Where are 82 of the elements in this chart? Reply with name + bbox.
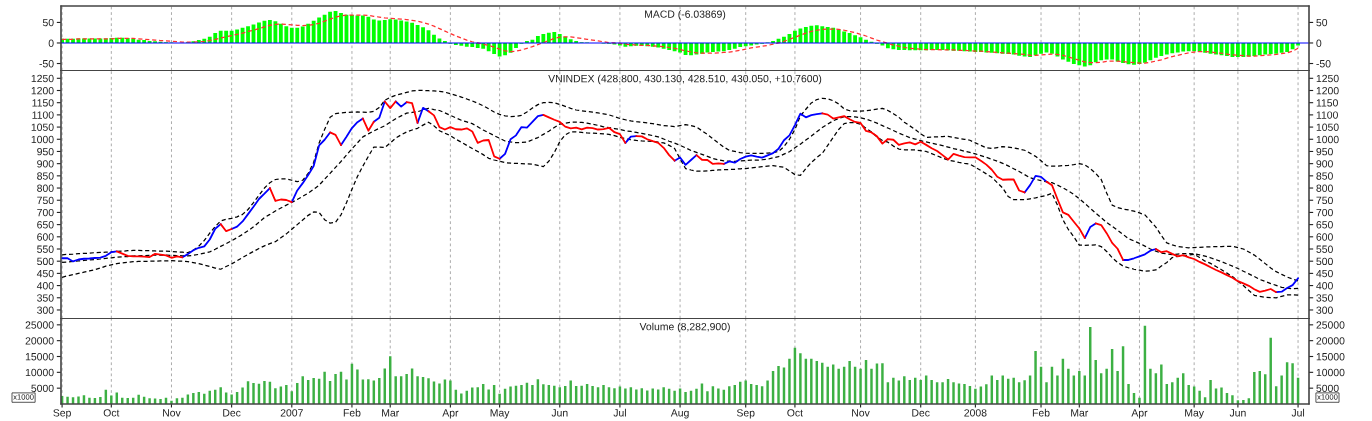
y-tick-label: 10000: [25, 368, 54, 377]
y-tick-label: 950: [37, 147, 54, 156]
y-tick-label: 25000: [25, 321, 54, 329]
y2-tick-label: 1150: [1316, 99, 1338, 107]
x-tick-label: May: [490, 409, 510, 419]
y-tick-label: 650: [37, 221, 54, 229]
y2-tick-label: 450: [1316, 269, 1333, 278]
y-tick-label: 1200: [31, 87, 54, 95]
y-tick-label: 400: [36, 282, 54, 290]
y-tick-label: 300: [37, 306, 54, 314]
x-tick-label: Sep: [53, 409, 71, 419]
y2-tick-label: 0: [1316, 39, 1322, 47]
y-tick-label: 1050: [31, 123, 54, 131]
x-tick-label: Jun: [551, 409, 568, 417]
x-tick-label: Apr: [1131, 409, 1148, 419]
x-tick-label: Aug: [670, 409, 689, 419]
x-tick-label: 2007: [280, 409, 303, 417]
y2-tick-label: 850: [1316, 172, 1333, 180]
y-tick-label: 450: [36, 269, 54, 278]
y2-tick-label: 800: [1316, 184, 1333, 192]
x-tick-label: Feb: [1032, 408, 1050, 417]
y-tick-label: 900: [37, 160, 54, 168]
y2-tick-label: 1250: [1316, 74, 1339, 83]
x-tick-label: Feb: [343, 408, 361, 417]
y2-tick-label: 20000: [1316, 337, 1345, 345]
y-tick-label: 50: [42, 18, 54, 27]
x-tick-label: Dec: [223, 409, 241, 417]
y-tick-label: 20000: [25, 337, 54, 345]
y2-tick-label: 500: [1316, 257, 1333, 266]
x-tick-label: 2008: [964, 409, 987, 417]
y-tick-label: 800: [37, 184, 54, 192]
chart-title: MACD (-6.03869): [645, 10, 726, 20]
y2-tick-label: 15000: [1316, 353, 1345, 361]
x-tick-label: Mar: [382, 409, 400, 417]
y-tick-label: 0: [48, 39, 54, 47]
y-tick-label: 1250: [31, 74, 54, 83]
y2-tick-label: 900: [1316, 160, 1333, 168]
y-tick-label: 5000: [31, 384, 54, 393]
x-tick-label: Jul: [1291, 408, 1305, 417]
y2-tick-label: 10000: [1316, 368, 1345, 377]
y2-tick-label: 1050: [1316, 123, 1339, 131]
x-tick-label: Jul: [613, 408, 626, 417]
y2-tick-label: 5000: [1316, 384, 1339, 393]
y2-tick-label: 600: [1316, 233, 1333, 241]
y-tick-label: 350: [37, 294, 54, 302]
x-tick-label: Apr: [442, 409, 459, 419]
y2-tick-label: 1000: [1316, 135, 1339, 144]
y2-tick-label: 700: [1316, 208, 1333, 217]
y-tick-label: 15000: [25, 353, 54, 361]
y-tick-label: 550: [37, 245, 54, 253]
y2-tick-label: 550: [1316, 245, 1333, 253]
y-tick-label: 1150: [32, 99, 54, 107]
y2-tick-label: 25000: [1316, 321, 1345, 329]
y-tick-label: 750: [37, 196, 54, 205]
y2-tick-label: 350: [1316, 294, 1333, 302]
y-tick-label: -50: [39, 60, 54, 68]
x-tick-label: Sep: [736, 409, 755, 419]
x-tick-label: Oct: [787, 409, 803, 417]
y2-tick-label: 750: [1316, 196, 1333, 205]
y2-tick-label: 1200: [1316, 87, 1339, 95]
x-tick-label: Mar: [1071, 409, 1089, 417]
y-tick-label: 700: [37, 208, 54, 217]
y2-tick-label: 650: [1316, 221, 1333, 229]
y-tick-label: 1100: [32, 111, 54, 119]
y2-tick-label: 300: [1316, 306, 1333, 314]
y-tick-label: 600: [37, 233, 54, 241]
x-tick-label: Nov: [852, 409, 870, 417]
y2-tick-label: -50: [1316, 60, 1331, 68]
x-tick-label: Jun: [1229, 409, 1246, 417]
x-tick-label: May: [1185, 409, 1204, 419]
x-tick-label: Oct: [103, 409, 120, 417]
y-tick-label: 1000: [31, 135, 54, 144]
y2-tick-label: 1100: [1316, 111, 1338, 119]
chart-title: Volume (8,282,900): [639, 322, 730, 333]
chart-title: VNINDEX (428.800, 430.130, 428.510, 430.050, +10.7600): [548, 74, 822, 85]
y2-tick-label: 50: [1316, 18, 1328, 27]
y2-tick-label: 400: [1316, 282, 1333, 290]
y-tick-label: 500: [37, 257, 54, 266]
x-tick-label: Nov: [163, 409, 181, 417]
x-tick-label: Dec: [912, 409, 930, 417]
y-tick-label: 850: [37, 172, 54, 180]
y2-tick-label: 950: [1316, 147, 1333, 156]
